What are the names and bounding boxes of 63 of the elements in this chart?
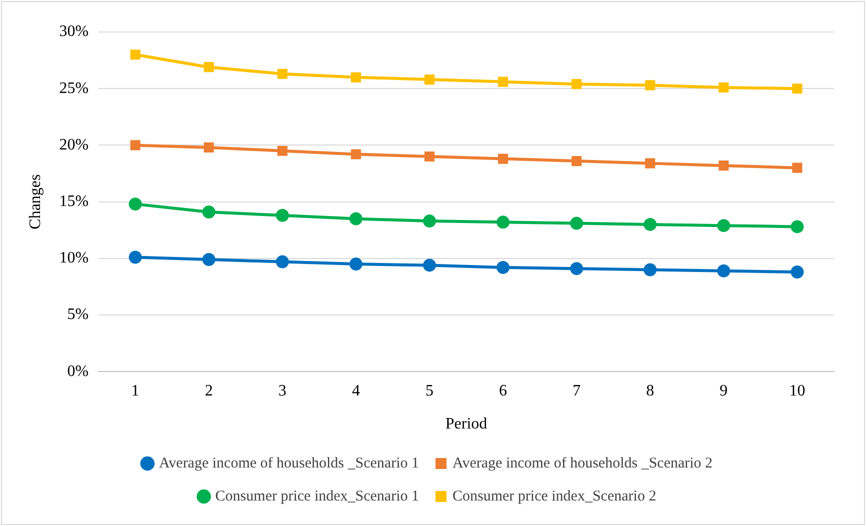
y-tick-label: 10% <box>59 250 89 267</box>
point <box>277 68 288 79</box>
point <box>717 219 730 232</box>
point <box>498 154 508 164</box>
point <box>790 220 804 234</box>
point <box>790 265 804 278</box>
x-tick-label: 4 <box>352 382 360 400</box>
legend-label: Consumer price index_Scenario 2 <box>452 488 656 504</box>
point <box>644 218 657 231</box>
y-tick-label: 15% <box>59 193 89 210</box>
point <box>130 50 140 60</box>
point <box>202 205 216 218</box>
point <box>204 142 214 152</box>
point <box>130 140 140 150</box>
legend-label: Average income of households _Scenario 2 <box>452 455 713 472</box>
point <box>718 82 729 93</box>
point <box>424 151 435 162</box>
point <box>277 146 288 156</box>
point <box>424 74 435 85</box>
x-axis-title: Period <box>445 416 488 433</box>
y-tick-label: 5% <box>67 306 89 324</box>
point <box>718 160 729 171</box>
point <box>350 149 361 160</box>
point <box>570 216 584 230</box>
point <box>496 216 510 229</box>
point <box>645 158 656 168</box>
point <box>204 62 214 72</box>
point <box>570 262 584 276</box>
x-tick-label: 1 <box>131 382 140 400</box>
point <box>498 76 508 87</box>
point <box>422 214 436 228</box>
point <box>276 255 289 268</box>
legend-label: Consumer price index_Scenario 1 <box>215 488 420 504</box>
y-tick-label: 25% <box>59 80 89 97</box>
point <box>422 258 436 272</box>
point <box>644 263 657 276</box>
x-tick-label: 5 <box>425 382 434 400</box>
point <box>128 198 142 211</box>
point <box>350 72 361 82</box>
y-axis-title: Changes <box>26 174 44 230</box>
x-tick-label: 10 <box>789 382 806 400</box>
point <box>645 80 656 90</box>
x-tick-label: 6 <box>499 382 508 400</box>
point <box>792 162 802 173</box>
y-tick-label: 20% <box>59 136 89 154</box>
point <box>128 250 142 264</box>
point <box>572 156 582 166</box>
point <box>276 208 289 222</box>
legend-label: Average income of households _Scenario 1 <box>158 455 419 472</box>
point <box>792 84 802 94</box>
x-tick-label: 7 <box>572 382 581 400</box>
x-tick-label: 9 <box>720 382 728 400</box>
y-tick-label: 30% <box>59 23 89 40</box>
x-tick-label: 3 <box>278 382 286 400</box>
point <box>572 79 582 90</box>
x-tick-label: 2 <box>204 382 213 400</box>
point <box>717 264 730 278</box>
x-tick-label: 8 <box>646 382 654 400</box>
point <box>349 258 362 271</box>
point <box>202 253 216 266</box>
point <box>349 212 362 226</box>
point <box>496 260 510 274</box>
y-tick-label: 0% <box>67 362 89 380</box>
